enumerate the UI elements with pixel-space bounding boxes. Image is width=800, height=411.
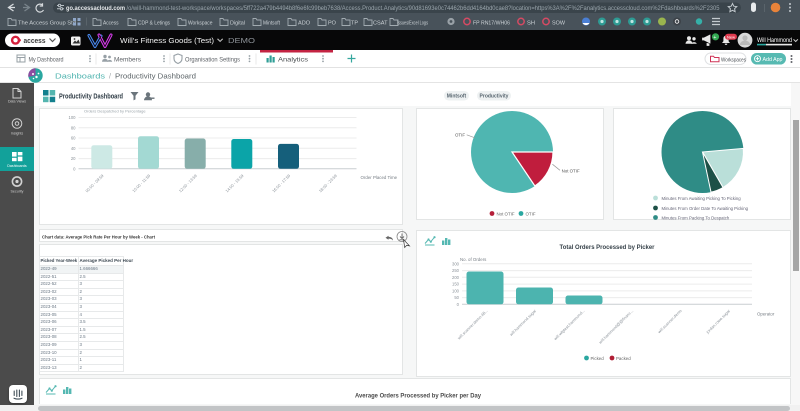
svg-text:18:00 - 23:59: 18:00 - 23:59: [317, 173, 338, 194]
svg-text:FP RN17/WH06: FP RN17/WH06: [473, 21, 510, 27]
svg-text:Minutes From Packing To Despat: Minutes From Packing To Despatch: [662, 215, 730, 220]
svg-text:Average Orders Processed by Pi: Average Orders Processed by Picker per D…: [355, 393, 481, 400]
svg-text:/o/will-hammond-test-workspace: /o/will-hammond-test-workspace/workspace…: [127, 5, 721, 12]
svg-text:DEMO: DEMO: [228, 36, 256, 45]
svg-text:Mintsoft: Mintsoft: [447, 94, 467, 100]
svg-text:Add App: Add App: [763, 57, 783, 63]
svg-text:Total Orders Processed by Pick: Total Orders Processed by Picker: [560, 244, 655, 251]
svg-text:ADO: ADO: [298, 21, 310, 27]
svg-text:New: New: [727, 35, 735, 40]
svg-text:Dashboards: Dashboards: [55, 74, 106, 81]
svg-text:jordan.rowe.sugar: jordan.rowe.sugar: [704, 307, 731, 334]
svg-text:Analytics: Analytics: [278, 57, 308, 64]
svg-text:12:00 - 13:59: 12:00 - 13:59: [177, 173, 198, 194]
svg-text:+: +: [713, 35, 716, 41]
svg-text:20: 20: [70, 156, 75, 161]
svg-text:10:00 - 11:59: 10:00 - 11:59: [131, 173, 152, 194]
svg-text:Minutes From Order Date To Awa: Minutes From Order Date To Awaiting Pick…: [662, 206, 749, 211]
svg-text:Issues/Excel Logs: Issues/Excel Logs: [397, 21, 428, 27]
svg-text:250: 250: [452, 268, 460, 273]
svg-text:00:00 - 09:59: 00:00 - 09:59: [84, 173, 105, 194]
svg-text:will.hammond.sugar: will.hammond.sugar: [509, 307, 538, 336]
svg-text:TP: TP: [351, 21, 358, 27]
svg-text:Access: Access: [103, 21, 119, 27]
svg-text:40: 40: [70, 146, 75, 151]
svg-text:Picked: Picked: [591, 355, 605, 360]
svg-text:150: 150: [452, 281, 460, 286]
svg-text:Organisation Settings: Organisation Settings: [185, 57, 240, 64]
svg-text:Productivity: Productivity: [480, 94, 509, 100]
svg-text:Members: Members: [114, 57, 141, 64]
svg-text:0: 0: [73, 166, 76, 171]
svg-text:14:00 - 15:59: 14:00 - 15:59: [224, 173, 245, 194]
svg-text:will.scanner.demo.48...: will.scanner.demo.48...: [456, 308, 488, 340]
svg-text:Will Hammond: Will Hammond: [757, 37, 792, 44]
svg-text:Order Placed Time: Order Placed Time: [360, 175, 397, 180]
svg-text:Workspace: Workspace: [188, 21, 213, 27]
svg-text:No. of Orders: No. of Orders: [460, 257, 487, 262]
svg-text:Not OTIF: Not OTIF: [497, 211, 515, 216]
svg-text:/: /: [109, 74, 111, 81]
svg-text:Not OTIF: Not OTIF: [562, 169, 580, 174]
svg-text:Security: Security: [11, 190, 24, 194]
svg-text:100: 100: [68, 115, 76, 120]
svg-text:Packed: Packed: [616, 355, 631, 360]
svg-text:Dashboards: Dashboards: [7, 164, 27, 168]
svg-text:Workspaces: Workspaces: [721, 57, 746, 63]
svg-text:200: 200: [452, 274, 460, 279]
svg-text:80: 80: [70, 125, 75, 130]
svg-text:Digital: Digital: [230, 21, 245, 27]
svg-text:SOW: SOW: [552, 21, 565, 27]
svg-text:60: 60: [70, 136, 75, 141]
svg-text:will.scanner.demo: will.scanner.demo: [657, 307, 684, 334]
svg-text:go.accessacloud.com: go.accessacloud.com: [66, 5, 125, 12]
svg-text:Orders Despatched by Percentag: Orders Despatched by Percentage: [84, 109, 146, 114]
svg-text:OTIF: OTIF: [455, 133, 465, 138]
svg-text:Productivity Dashboard: Productivity Dashboard: [59, 92, 123, 101]
svg-text:16:00 - 17:59: 16:00 - 17:59: [270, 173, 291, 194]
svg-text:300: 300: [452, 261, 460, 266]
svg-text:My Dashboard: My Dashboard: [29, 57, 64, 64]
svg-text:Insights: Insights: [11, 132, 24, 136]
svg-text:Minutes From Awaiting Picking: Minutes From Awaiting Picking To Picking: [662, 196, 742, 201]
svg-text:SH: SH: [527, 21, 535, 27]
svg-text:Operator: Operator: [757, 311, 775, 316]
svg-text:0: 0: [457, 301, 460, 306]
svg-text:50: 50: [454, 295, 459, 300]
svg-text:CDP & Letings: CDP & Letings: [138, 21, 170, 27]
svg-text:100: 100: [452, 288, 460, 293]
svg-text:PO: PO: [328, 21, 336, 27]
svg-text:will.wfgtest.hammond...: will.wfgtest.hammond...: [553, 308, 586, 341]
svg-text:Mintsoft: Mintsoft: [263, 21, 280, 27]
svg-text:access: access: [24, 36, 46, 45]
svg-text:Productivity Dashboard: Productivity Dashboard: [115, 74, 196, 81]
svg-text:Chart data: Average Pick Rate: Chart data: Average Pick Rate Per Hour b…: [42, 235, 155, 240]
svg-text:OTIF: OTIF: [526, 211, 536, 216]
svg-text:Will's Fitness Goods (Test): Will's Fitness Goods (Test): [120, 36, 214, 45]
svg-text:The Access Group Std: The Access Group Std: [18, 21, 76, 27]
svg-text:Data Views: Data Views: [8, 100, 26, 104]
svg-text:will.hammond@@financ...: will.hammond@@financ...: [598, 308, 634, 344]
svg-text:CSAT: CSAT: [373, 21, 388, 27]
